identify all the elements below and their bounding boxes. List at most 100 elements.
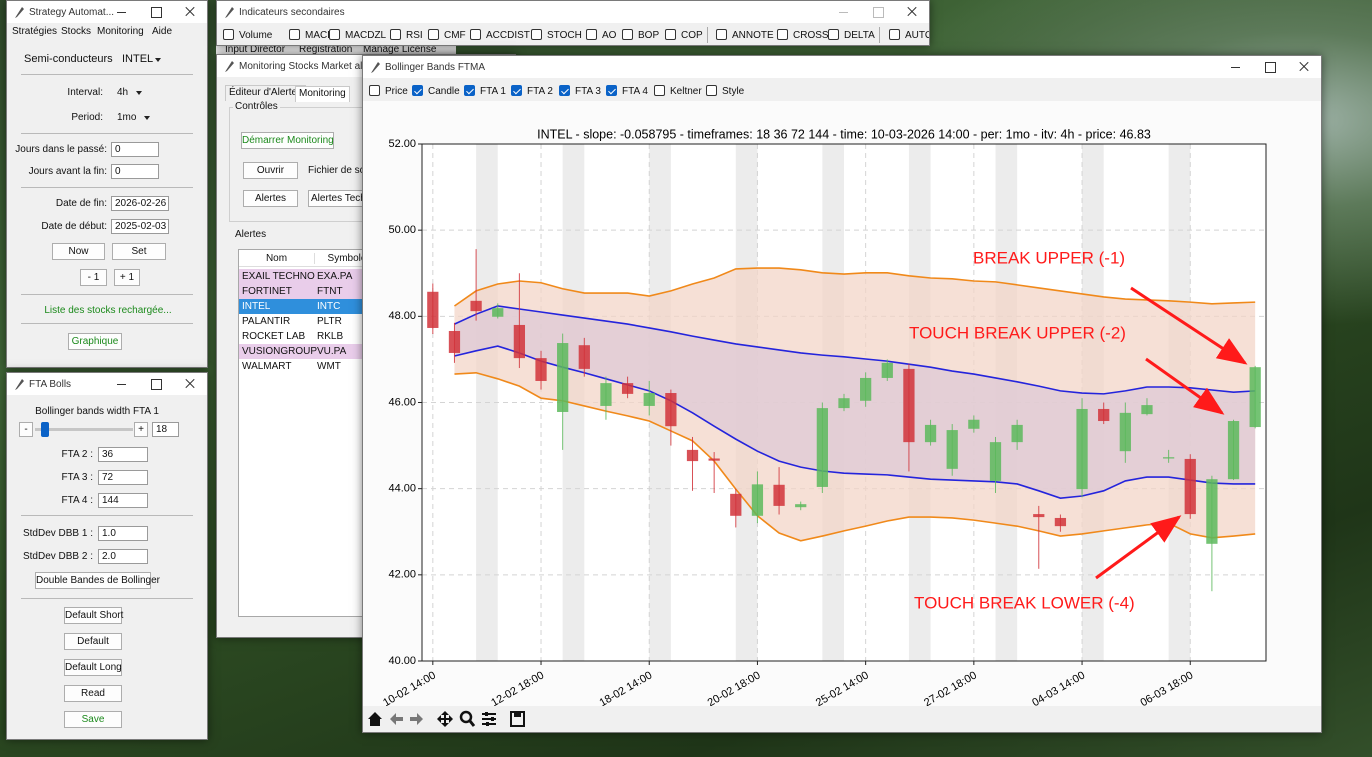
cbw[interactable]: DELTA — [828, 29, 875, 42]
cls[interactable] — [173, 1, 207, 23]
row[interactable]: INTEL INTC — [239, 299, 379, 314]
cb[interactable] — [531, 29, 542, 40]
cbw[interactable]: ANNOTE — [716, 29, 774, 42]
row[interactable]: FORTINET FTNT — [239, 284, 379, 299]
cb[interactable] — [412, 85, 423, 96]
back-tool[interactable] — [390, 713, 403, 725]
btn[interactable]: Read — [64, 685, 122, 702]
row[interactable]: VUSIONGROUP VU.PA — [239, 344, 379, 359]
row[interactable]: WALMART WMT — [239, 359, 379, 374]
inp[interactable]: 0 — [111, 164, 159, 179]
cb[interactable] — [889, 29, 900, 40]
cls[interactable] — [895, 1, 929, 23]
cb[interactable] — [706, 85, 717, 96]
menu-item[interactable]: Stratégies — [12, 26, 58, 37]
min[interactable] — [105, 373, 139, 395]
cb[interactable] — [559, 85, 570, 96]
inp[interactable]: 72 — [98, 470, 148, 485]
min[interactable] — [1219, 56, 1253, 78]
btn[interactable]: Default Long — [64, 659, 122, 676]
cb[interactable] — [223, 29, 234, 40]
menu-item[interactable]: Monitoring — [97, 26, 144, 37]
min[interactable] — [105, 1, 139, 23]
btn[interactable]: Alertes — [243, 190, 298, 207]
zoom-tool[interactable] — [459, 710, 476, 727]
max[interactable] — [139, 373, 173, 395]
cbw[interactable]: FTA 2 — [511, 85, 553, 98]
menu-item[interactable]: Aide — [152, 26, 173, 37]
cbw[interactable]: MACD — [289, 29, 334, 42]
btn[interactable]: + 1 — [114, 269, 140, 286]
cb[interactable] — [464, 85, 475, 96]
btn[interactable]: Set — [112, 243, 166, 260]
cb[interactable] — [289, 29, 300, 40]
inp[interactable]: 1.0 — [98, 526, 148, 541]
cb[interactable] — [665, 29, 676, 40]
btn[interactable]: Now — [52, 243, 105, 260]
cbw[interactable]: COP — [665, 29, 703, 42]
btn[interactable]: - 1 — [80, 269, 107, 286]
inp[interactable]: 36 — [98, 447, 148, 462]
inp[interactable]: 144 — [98, 493, 148, 508]
cbw[interactable]: AUTO — [889, 29, 929, 42]
home-tool[interactable] — [368, 712, 382, 726]
forward-tool[interactable] — [410, 713, 423, 725]
cb[interactable] — [329, 29, 340, 40]
min[interactable] — [827, 1, 861, 23]
cbw[interactable]: FTA 3 — [559, 85, 601, 98]
cb[interactable] — [716, 29, 727, 40]
cb[interactable] — [606, 85, 617, 96]
cb[interactable] — [390, 29, 401, 40]
row[interactable]: ROCKET LAB RKLB — [239, 329, 379, 344]
slider-thumb[interactable] — [41, 422, 49, 437]
tab[interactable]: Éditeur d'Alertes — [225, 85, 307, 101]
row[interactable]: EXAIL TECHNO EXA.PA — [239, 269, 379, 284]
cbw[interactable]: AO — [586, 29, 616, 42]
inp[interactable]: 0 — [111, 142, 159, 157]
inp[interactable]: 2026-02-26 — [111, 196, 169, 211]
cb[interactable] — [777, 29, 788, 40]
menu-item[interactable]: Stocks — [61, 26, 92, 37]
dd[interactable] — [155, 58, 161, 62]
cbw[interactable]: FTA 4 — [606, 85, 648, 98]
cb[interactable] — [511, 85, 522, 96]
max[interactable] — [1253, 56, 1287, 78]
btn[interactable]: Default Short — [64, 607, 123, 624]
cb[interactable] — [828, 29, 839, 40]
cbw[interactable]: RSI — [390, 29, 423, 42]
cbw[interactable]: Candle — [412, 85, 460, 98]
cls[interactable] — [173, 373, 207, 395]
btn[interactable]: Default — [64, 633, 122, 650]
btn[interactable]: Démarrer Monitoring — [241, 132, 334, 149]
cb[interactable] — [654, 85, 665, 96]
btn[interactable]: Save — [64, 711, 122, 728]
btn[interactable]: Double Bandes de Bollinger — [35, 572, 160, 589]
tab[interactable]: Monitoring — [295, 86, 350, 102]
btn[interactable]: Ouvrir — [243, 162, 298, 179]
btn[interactable]: Graphique — [68, 333, 122, 350]
save-tool[interactable] — [510, 711, 525, 727]
inp[interactable]: 2025-02-03 — [111, 219, 169, 234]
row[interactable]: PALANTIR PLTR — [239, 314, 379, 329]
cb[interactable] — [428, 29, 439, 40]
cbw[interactable]: CROSS — [777, 29, 829, 42]
cls[interactable] — [1287, 56, 1321, 78]
configure-tool[interactable] — [482, 712, 496, 726]
cb[interactable] — [586, 29, 597, 40]
dd[interactable] — [144, 116, 150, 120]
cbw[interactable]: STOCH — [531, 29, 582, 42]
cbw[interactable]: CMF — [428, 29, 466, 42]
cbw[interactable]: BOP — [622, 29, 659, 42]
cb[interactable] — [369, 85, 380, 96]
cbw[interactable]: ACCDIST — [470, 29, 530, 42]
inp[interactable]: 2.0 — [98, 549, 148, 564]
cb[interactable] — [470, 29, 481, 40]
dd[interactable] — [136, 91, 142, 95]
cbw[interactable]: Keltner — [654, 85, 702, 98]
cb[interactable] — [622, 29, 633, 40]
btn[interactable]: + — [134, 422, 148, 437]
btn[interactable]: - — [19, 422, 33, 437]
cbw[interactable]: Price — [369, 85, 408, 98]
max[interactable] — [139, 1, 173, 23]
cbw[interactable]: FTA 1 — [464, 85, 506, 98]
